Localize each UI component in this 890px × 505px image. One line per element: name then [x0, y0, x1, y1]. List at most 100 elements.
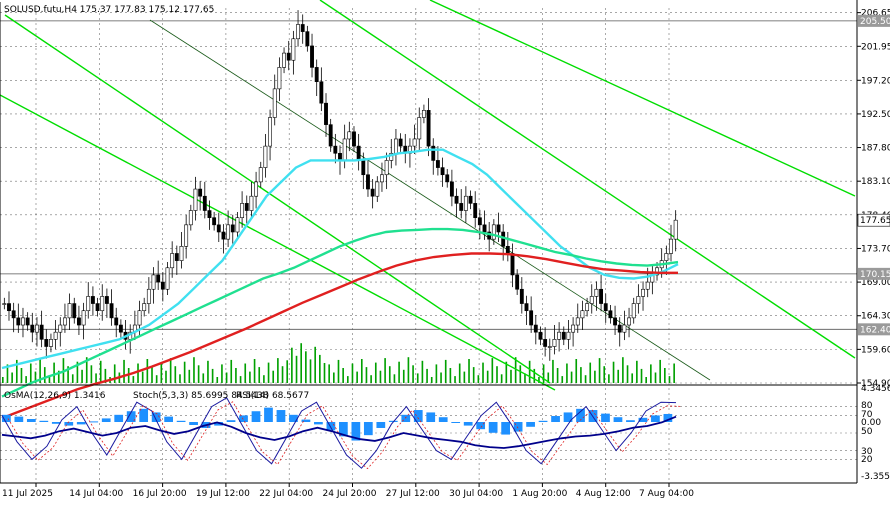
volume-bar [85, 357, 88, 383]
volume-bar [272, 370, 275, 383]
volume-bar [197, 365, 200, 383]
candle [491, 224, 496, 240]
candle [384, 160, 389, 176]
volume-bar [6, 364, 9, 383]
candle [398, 138, 403, 147]
volume-bar [155, 375, 158, 383]
volume-bar [235, 368, 237, 383]
volume-bar [640, 368, 643, 383]
candle [296, 24, 300, 40]
volume-bar [305, 351, 307, 383]
rsi-label: RSI(14) 68.5677 [236, 391, 309, 401]
osma-bar [176, 420, 186, 422]
volume-bar [486, 370, 489, 383]
osma-bar [289, 414, 298, 422]
candle [16, 317, 21, 326]
volume-bar [95, 373, 97, 383]
volume-bar [454, 376, 456, 383]
volume-bar [524, 373, 526, 383]
candle [174, 253, 179, 261]
volume-bar [202, 373, 205, 383]
osma-bar [26, 419, 36, 422]
volume-bar [449, 368, 452, 383]
volume-bar [594, 370, 596, 383]
candle [160, 281, 165, 290]
volume-bar [258, 367, 261, 383]
candle [263, 145, 268, 168]
candle [622, 324, 627, 333]
candle [11, 310, 16, 319]
candle [538, 331, 543, 340]
volume-bar [90, 365, 93, 383]
indicator-axis-label: 20 [861, 455, 873, 465]
candle [347, 131, 352, 140]
time-label: 14 Jul 04:00 [69, 489, 123, 499]
volume-bar [267, 362, 270, 383]
candle [585, 303, 590, 312]
volume-bar [659, 359, 661, 383]
volume-bar [421, 360, 424, 383]
volume-bar [328, 364, 330, 383]
candle [617, 324, 622, 333]
candle [100, 296, 105, 312]
volume-bar [500, 374, 503, 383]
osma-bar [451, 422, 461, 423]
osma-bar [51, 422, 61, 424]
volume-bar [538, 377, 540, 383]
osma-bar [126, 411, 136, 422]
volume-bar [608, 374, 610, 383]
osma-bar [638, 417, 648, 422]
osma-bar [326, 422, 336, 431]
level-label: 170.15 [860, 270, 890, 280]
osma-bar [526, 422, 535, 427]
volume-bar [472, 367, 475, 383]
candle [510, 253, 515, 276]
candle [594, 288, 599, 297]
volume-bar [216, 377, 219, 383]
level-label: 162.40 [860, 325, 890, 335]
volume-bar [416, 373, 419, 383]
time-label: 1 Aug 20:00 [512, 489, 567, 499]
indicator-axis-label: 30 [861, 447, 873, 457]
candle [244, 203, 249, 211]
osma-bar [513, 422, 523, 432]
level-badge [858, 14, 890, 27]
osma-bar [339, 422, 348, 437]
candle [179, 246, 184, 261]
candle [230, 224, 235, 233]
indicator-axis-label: 4.3456 [861, 384, 890, 394]
candle [319, 81, 324, 104]
osma-bar [613, 417, 623, 422]
indicator-axis-label: 70 [861, 410, 873, 420]
time-label: 30 Jul 04:00 [449, 489, 503, 499]
candle [2, 303, 7, 305]
osma-bar [214, 422, 223, 426]
volume-bar [53, 362, 55, 383]
volume-bar [668, 376, 671, 383]
volume-bar [598, 358, 601, 383]
volume-bar [25, 376, 27, 383]
volume-bar [2, 377, 4, 383]
candle [575, 317, 580, 326]
volume-bar [370, 375, 372, 383]
candle [156, 274, 161, 283]
volume-bar [76, 361, 79, 383]
candle [440, 167, 445, 176]
candle [580, 310, 585, 319]
price-label: 206.65 [861, 9, 890, 19]
price-label: 201.95 [861, 42, 890, 52]
candle [459, 203, 464, 211]
candle [254, 181, 259, 197]
time-label: 24 Jul 20:00 [323, 489, 377, 499]
moving-average-line [1, 252, 678, 420]
osma-bar [39, 420, 49, 422]
volume-bar [193, 357, 195, 383]
volume-bar [67, 366, 69, 383]
candle [202, 195, 207, 211]
osma-bar [14, 416, 24, 422]
candle [58, 324, 63, 333]
volume-bar [528, 360, 531, 383]
osma-bar [576, 408, 585, 422]
